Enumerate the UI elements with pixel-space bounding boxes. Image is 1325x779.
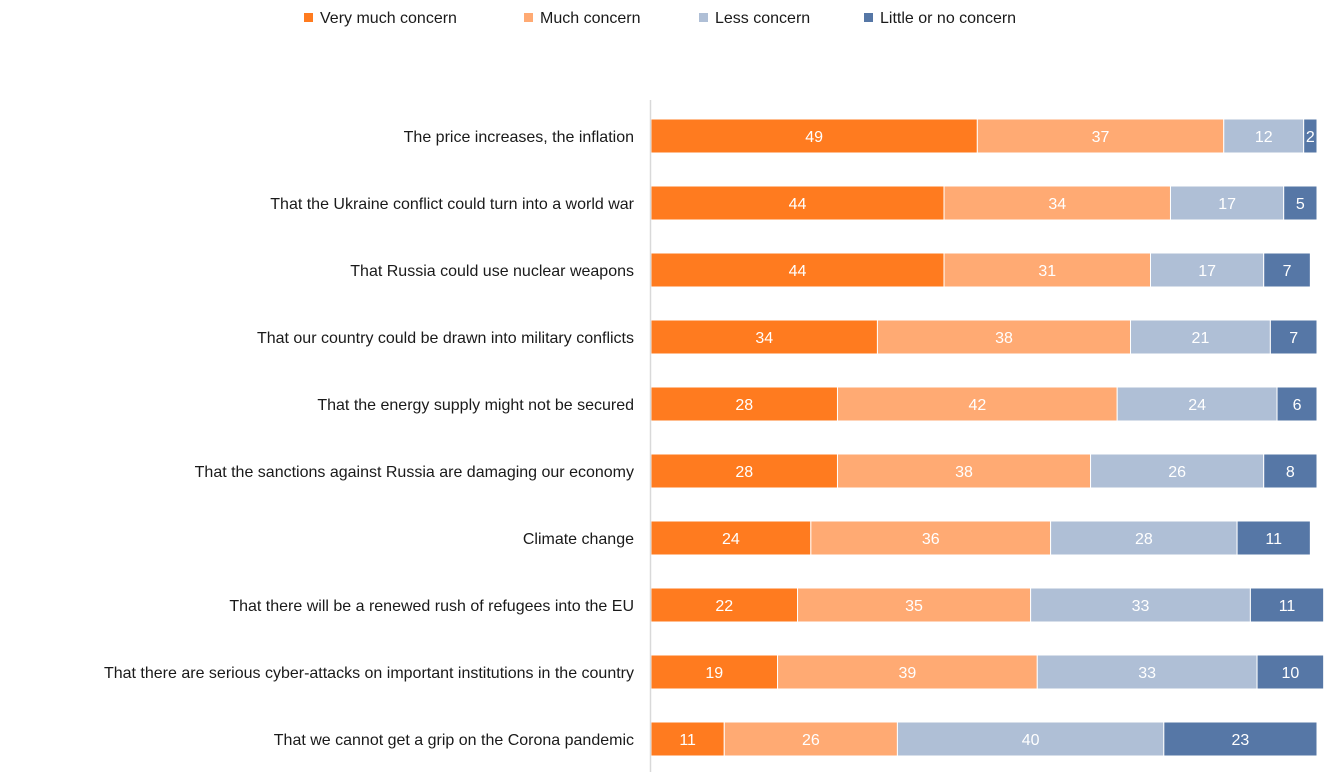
bar-segment — [650, 386, 838, 422]
bar-segment — [1050, 520, 1238, 556]
legend-swatch-1 — [524, 13, 533, 22]
data-label: 6 — [1293, 397, 1302, 414]
data-label: 12 — [1255, 129, 1273, 146]
bar-segment — [723, 721, 898, 757]
bar-segment — [650, 453, 838, 489]
category-label: That the Ukraine conflict could turn int… — [270, 196, 634, 213]
data-label: 11 — [679, 732, 696, 749]
data-label: 17 — [1198, 263, 1216, 280]
bar-segment — [943, 252, 1151, 288]
legend-label-2: Less concern — [715, 10, 810, 27]
category-label: That we cannot get a grip on the Corona … — [274, 732, 634, 749]
data-label: 38 — [995, 330, 1013, 347]
data-label: 36 — [922, 531, 940, 548]
bar-segment — [810, 520, 1052, 556]
bar-segment — [1116, 386, 1278, 422]
data-label: 31 — [1038, 263, 1056, 280]
bar-segment — [1283, 185, 1318, 221]
data-label: 22 — [715, 598, 733, 615]
bar-segment — [1169, 185, 1285, 221]
bars: 49 37 12 2 44 34 17 5 44 31 17 7 34 38 21 7 28 42 24 6 28 38 2… — [650, 118, 1325, 757]
data-label: 19 — [705, 665, 723, 682]
bar-segment — [1249, 587, 1325, 623]
category-label: That there are serious cyber-attacks on … — [104, 665, 634, 682]
legend-label-0: Very much concern — [320, 10, 457, 27]
bar-segment — [1030, 587, 1251, 623]
data-label: 2 — [1306, 129, 1315, 146]
data-label: 26 — [1168, 464, 1186, 481]
data-label: 8 — [1286, 464, 1295, 481]
category-labels: The price increases, the inflation That t… — [104, 129, 635, 749]
legend-label-1: Much concern — [540, 10, 641, 27]
bar-segment — [943, 185, 1171, 221]
data-label: 7 — [1283, 263, 1292, 280]
data-label: 40 — [1022, 732, 1040, 749]
bar-segment — [1130, 319, 1271, 355]
bar-segment — [1276, 386, 1318, 422]
bar-segment — [876, 319, 1132, 355]
bar-segment — [1236, 520, 1311, 556]
data-label: 38 — [955, 464, 973, 481]
data-label: 28 — [735, 397, 753, 414]
category-label: That our country could be drawn into mil… — [257, 330, 634, 347]
bar-segment — [1263, 252, 1311, 288]
data-label: 34 — [1048, 196, 1066, 213]
bar-segment — [836, 453, 1092, 489]
data-label: 49 — [805, 129, 823, 146]
legend-swatch-0 — [304, 13, 313, 22]
category-label: The price increases, the inflation — [404, 129, 634, 146]
data-label: 7 — [1289, 330, 1298, 347]
category-label: That there will be a renewed rush of ref… — [229, 598, 634, 615]
bar-segment — [650, 319, 878, 355]
bar-segment — [1090, 453, 1265, 489]
data-label: 21 — [1192, 330, 1210, 347]
legend-swatch-3 — [864, 13, 873, 22]
category-label: Climate change — [523, 531, 634, 548]
data-label: 24 — [1188, 397, 1206, 414]
bar-segment — [1303, 118, 1318, 154]
bar-segment — [1163, 721, 1318, 757]
data-label: 44 — [789, 196, 807, 213]
data-label: 5 — [1296, 196, 1305, 213]
bar-segment — [1256, 654, 1325, 690]
bar-segment — [797, 587, 1032, 623]
bar-segment — [1263, 453, 1318, 489]
bar-segment — [1223, 118, 1305, 154]
bar-segment — [836, 386, 1118, 422]
data-label: 10 — [1281, 665, 1299, 682]
data-label: 24 — [722, 531, 740, 548]
data-label: 33 — [1132, 598, 1150, 615]
bar-segment — [1150, 252, 1265, 288]
bar-segment — [1269, 319, 1318, 355]
data-label: 42 — [968, 397, 986, 414]
data-label: 11 — [1279, 598, 1296, 615]
bar-segment — [777, 654, 1038, 690]
bar-segment — [896, 721, 1165, 757]
data-label: 28 — [1135, 531, 1153, 548]
data-label: 26 — [802, 732, 820, 749]
bar-segment — [650, 520, 812, 556]
legend-swatch-2 — [699, 13, 708, 22]
data-label: 35 — [905, 598, 923, 615]
category-label: That the sanctions against Russia are da… — [195, 464, 634, 481]
bar-segment — [650, 185, 945, 221]
legend: Very much concern Much concern Less concer… — [304, 10, 1016, 27]
data-label: 34 — [755, 330, 773, 347]
data-label: 17 — [1218, 196, 1236, 213]
data-label: 37 — [1092, 129, 1110, 146]
data-label: 23 — [1232, 732, 1250, 749]
data-label: 44 — [789, 263, 807, 280]
bar-segment — [650, 118, 978, 154]
legend-label-3: Little or no concern — [880, 10, 1016, 27]
data-label: 11 — [1265, 531, 1282, 548]
category-label: That Russia could use nuclear weapons — [350, 263, 634, 280]
data-label: 28 — [735, 464, 753, 481]
bar-segment — [976, 118, 1225, 154]
data-label: 39 — [899, 665, 917, 682]
category-label: That the energy supply might not be secu… — [317, 397, 634, 414]
data-label: 33 — [1138, 665, 1156, 682]
